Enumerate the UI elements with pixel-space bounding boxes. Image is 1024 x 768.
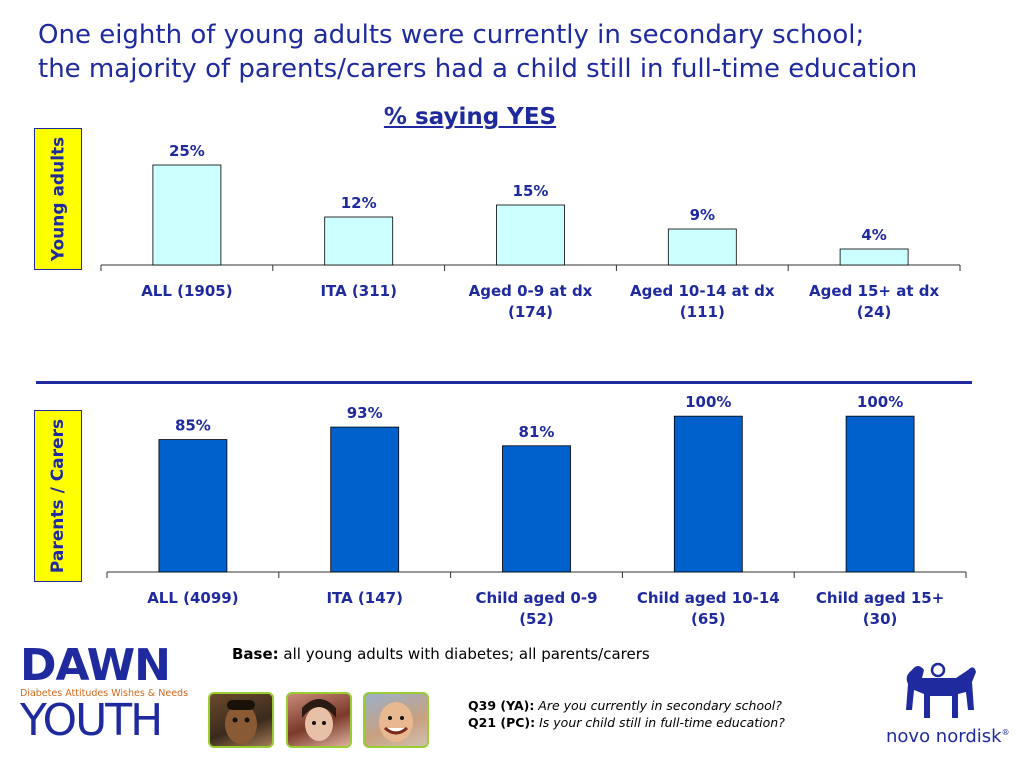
- base-label: Base:: [232, 645, 279, 663]
- question-ya-label: Q39 (YA):: [468, 698, 535, 713]
- photo-smiling-boy: [363, 692, 429, 748]
- chart-subtitle: % saying YES: [383, 104, 557, 130]
- ya-data-label: 15%: [513, 182, 549, 200]
- ya-bar: [667, 228, 737, 266]
- pc-bar: [845, 415, 915, 573]
- photo-boy-face-icon: [225, 700, 257, 744]
- side-label-young-adults: Young adults: [34, 128, 82, 270]
- pc-category-label: ITA (147): [326, 589, 403, 607]
- ya-bar: [839, 248, 909, 266]
- ya-category-label: Aged 10-14 at dx: [630, 282, 775, 300]
- ya-category-label: (174): [508, 303, 553, 321]
- ya-data-label: 9%: [690, 206, 715, 224]
- pc-bar: [673, 415, 743, 573]
- ya-bar: [496, 204, 565, 266]
- pc-data-label: 93%: [347, 404, 383, 422]
- dawn-youth-logo: DAWN Diabetes Attitudes Wishes & Needs Y…: [20, 644, 190, 748]
- question-ya-text: Are you currently in secondary school?: [534, 698, 782, 713]
- photo-smiling-boy-face-icon: [379, 702, 413, 742]
- question-pc-label: Q21 (PC):: [468, 715, 536, 730]
- ya-category-label: Aged 15+ at dx: [809, 282, 939, 300]
- title-line-1: One eighth of young adults were currentl…: [38, 20, 865, 50]
- base-note: Base: all young adults with diabetes; al…: [232, 645, 650, 663]
- ya-category-label: ALL (1905): [141, 282, 232, 300]
- photo-girl-face-icon: [302, 699, 336, 741]
- side-label-parents-carers: Parents / Carers: [34, 410, 82, 582]
- question-pc-text: Is your child still in full-time educati…: [535, 715, 785, 730]
- base-text: all young adults with diabetes; all pare…: [278, 645, 650, 663]
- novo-nordisk-logo: novo nordisk®: [882, 660, 1010, 760]
- pc-data-label: 81%: [519, 423, 555, 441]
- pc-data-label: 100%: [685, 393, 731, 411]
- logo-youth: YOUTH: [20, 695, 163, 746]
- photo-boy: [208, 692, 274, 748]
- pc-data-label: 100%: [857, 393, 903, 411]
- pc-category-label: (65): [691, 610, 726, 628]
- pc-category-label: Child aged 15+: [816, 589, 944, 607]
- question-notes: Q39 (YA): Are you currently in secondary…: [468, 697, 785, 731]
- ya-data-label: 25%: [169, 142, 205, 160]
- pc-bar: [158, 439, 228, 573]
- pc-category-label: (52): [519, 610, 554, 628]
- brand-registered: ®: [1001, 728, 1010, 737]
- pc-category-label: Child aged 0-9: [475, 589, 597, 607]
- question-ya: Q39 (YA): Are you currently in secondary…: [468, 697, 785, 714]
- parents-carers-chart: 85% ALL (4099) 93% ITA (147) 81% Child aged 0…: [106, 393, 967, 628]
- ya-category-label: (24): [857, 303, 892, 321]
- pc-category-label: Child aged 10-14: [637, 589, 780, 607]
- pc-category-label: (30): [863, 610, 898, 628]
- question-pc: Q21 (PC): Is your child still in full-ti…: [468, 714, 785, 731]
- ya-category-label: (111): [680, 303, 725, 321]
- brand-name: novo nordisk: [886, 726, 1002, 747]
- pc-bar: [330, 426, 400, 573]
- ya-bar: [152, 164, 222, 266]
- ya-category-label: ITA (311): [320, 282, 397, 300]
- title-line-2: the majority of parents/carers had a chi…: [38, 54, 918, 84]
- young-adults-chart: 25% ALL (1905) 12% ITA (311) 15% Aged 0-9 at …: [100, 142, 961, 321]
- apis-bull-icon: [906, 662, 976, 718]
- photo-girl: [286, 692, 352, 748]
- pc-bar: [502, 445, 571, 573]
- ya-category-label: Aged 0-9 at dx: [469, 282, 593, 300]
- page-title: One eighth of young adults were currentl…: [38, 18, 1018, 86]
- ya-data-label: 4%: [861, 226, 886, 244]
- logo-tagline: Diabetes Attitudes Wishes & Needs: [20, 688, 189, 699]
- pc-data-label: 85%: [175, 417, 211, 435]
- ya-bar: [324, 216, 394, 266]
- ya-data-label: 12%: [341, 194, 377, 212]
- logo-dawn: DAWN: [20, 640, 171, 691]
- pc-category-label: ALL (4099): [147, 589, 238, 607]
- section-divider: [36, 381, 972, 384]
